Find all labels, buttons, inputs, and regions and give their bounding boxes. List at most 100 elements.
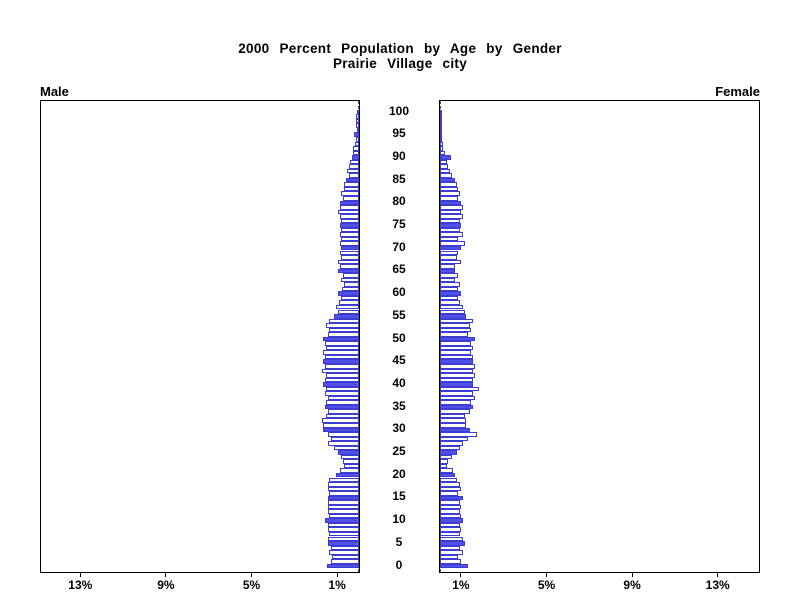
bar-male-age-10 — [324, 518, 359, 523]
bar-female-age-63 — [440, 277, 455, 283]
bar-female-age-40 — [440, 382, 473, 387]
bar-male-age-84 — [344, 182, 359, 187]
bar-male-age-29 — [328, 432, 359, 437]
bar-male-age-75 — [339, 223, 359, 228]
bar-male-age-57 — [335, 304, 359, 310]
bar-female-age-13 — [440, 504, 462, 510]
bar-female-age-78 — [440, 209, 462, 215]
bar-male-age-26 — [334, 445, 359, 451]
age-tick-label-100: 100 — [388, 103, 410, 118]
bar-female-age-4 — [440, 545, 460, 551]
xaxis-male-tick-label-1: 1% — [328, 578, 346, 592]
bar-male-age-76 — [340, 218, 359, 224]
age-tick-label-15: 15 — [392, 489, 406, 504]
age-tick-label-90: 90 — [392, 148, 406, 163]
bar-male-age-11 — [329, 513, 359, 519]
bar-male-age-59 — [340, 295, 359, 301]
bar-male-age-28 — [331, 436, 359, 442]
bar-female-age-62 — [440, 282, 460, 287]
age-tick-label-80: 80 — [392, 194, 406, 209]
bar-female-age-79 — [440, 205, 464, 210]
bar-male-age-35 — [324, 404, 359, 410]
bar-male-age-23 — [343, 459, 359, 464]
bar-male-age-42 — [325, 373, 359, 378]
bar-female-age-33 — [440, 413, 465, 419]
xaxis-female-tick-9 — [631, 572, 633, 577]
bar-female-age-59 — [440, 295, 459, 301]
bar-male-age-39 — [325, 386, 359, 392]
bar-male-age-49 — [324, 341, 359, 346]
bar-male-age-74 — [340, 227, 359, 233]
bar-male-age-2 — [332, 554, 359, 560]
bar-female-age-35 — [440, 404, 473, 410]
female-axis-label: Female — [715, 84, 760, 99]
bar-male-age-0 — [326, 563, 359, 569]
bar-male-age-55 — [334, 314, 359, 319]
xaxis-male-tick-9 — [165, 572, 167, 577]
bar-male-age-87 — [347, 168, 359, 174]
bar-female-age-94 — [440, 137, 442, 142]
bar-male-age-51 — [328, 332, 359, 337]
bar-male-age-1 — [331, 559, 359, 564]
bar-male-age-13 — [328, 504, 359, 510]
bar-male-age-90 — [351, 155, 359, 160]
bar-female-age-14 — [440, 500, 460, 505]
age-tick-label-20: 20 — [392, 466, 406, 481]
bar-male-age-89 — [350, 159, 359, 165]
bar-male-age-82 — [340, 191, 359, 196]
chart-title: 2000 Percent Population by Age by Gender… — [0, 41, 800, 71]
age-tick-label-50: 50 — [392, 330, 406, 345]
age-tick-label-5: 5 — [395, 534, 403, 549]
xaxis-female-tick-label-9: 9% — [623, 578, 641, 592]
bar-male-age-63 — [340, 277, 359, 283]
bar-male-age-67 — [337, 259, 359, 265]
bar-male-age-50 — [322, 336, 359, 342]
bar-female-age-95 — [440, 132, 442, 137]
bar-female-age-54 — [440, 318, 473, 324]
female-panel — [439, 100, 760, 573]
bar-female-age-45 — [440, 359, 473, 364]
bar-male-age-85 — [346, 177, 359, 183]
bar-female-age-99 — [440, 114, 442, 119]
bar-female-age-68 — [440, 255, 458, 260]
bar-male-age-46 — [324, 354, 359, 360]
bar-female-age-84 — [440, 182, 457, 187]
bar-male-age-45 — [322, 359, 359, 364]
bar-male-age-9 — [328, 522, 359, 528]
bar-female-age-30 — [440, 427, 470, 433]
age-tick-label-75: 75 — [392, 217, 406, 231]
bar-male-age-58 — [338, 300, 359, 305]
bar-male-age-80 — [339, 200, 359, 206]
bar-male-age-53 — [325, 323, 359, 328]
bar-female-age-61 — [440, 286, 459, 292]
bar-male-age-95 — [354, 132, 359, 137]
age-tick-label-35: 35 — [392, 398, 406, 413]
age-tick-label-10: 10 — [392, 512, 406, 527]
bar-male-age-56 — [337, 309, 359, 315]
age-tick-label-65: 65 — [392, 262, 406, 277]
bar-male-age-12 — [328, 509, 359, 514]
bar-male-age-61 — [341, 286, 359, 292]
bar-female-age-22 — [440, 463, 447, 469]
bar-female-age-43 — [440, 368, 473, 374]
bar-female-age-89 — [440, 159, 447, 165]
bar-male-age-41 — [324, 377, 359, 383]
bar-female-age-69 — [440, 250, 459, 255]
bar-male-age-73 — [339, 232, 359, 237]
bar-female-age-10 — [440, 518, 464, 523]
bar-male-age-62 — [344, 282, 359, 287]
bar-female-age-9 — [440, 522, 460, 528]
bar-female-age-19 — [440, 477, 457, 482]
age-tick-label-30: 30 — [392, 421, 406, 436]
bar-female-age-77 — [440, 214, 464, 219]
bar-female-age-83 — [440, 186, 459, 192]
bar-male-age-93 — [355, 141, 359, 147]
xaxis-male-tick-label-13: 13% — [68, 578, 93, 592]
bar-female-age-26 — [440, 445, 460, 451]
bar-female-age-41 — [440, 377, 473, 383]
bar-male-age-37 — [328, 395, 359, 401]
bar-male-age-54 — [329, 318, 359, 324]
bar-male-age-44 — [324, 364, 359, 369]
bar-male-age-98 — [356, 118, 359, 124]
bar-female-age-36 — [440, 400, 472, 405]
